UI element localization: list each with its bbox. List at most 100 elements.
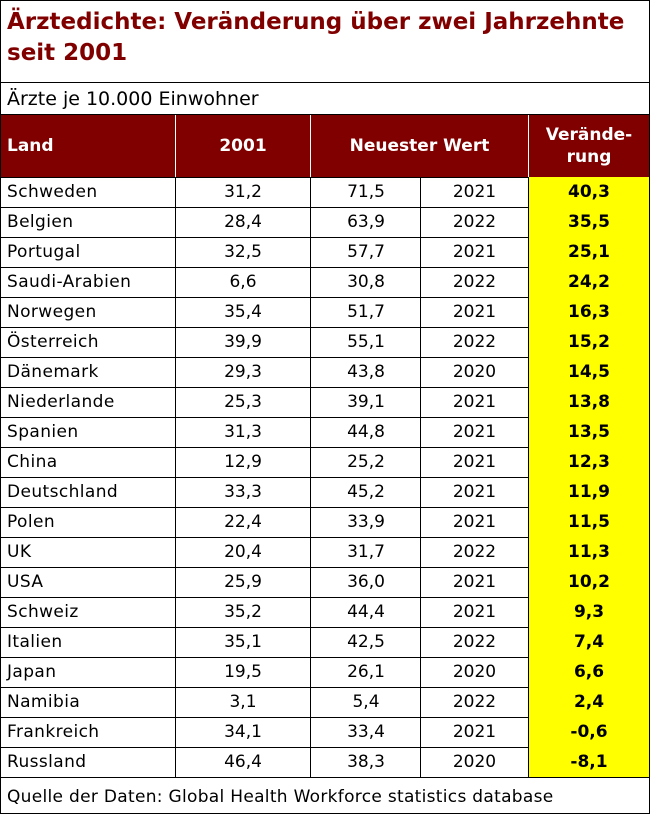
year-cell: 2021 bbox=[452, 572, 497, 592]
latest-value-cell: 57,7 bbox=[347, 242, 385, 262]
latest-value-cell: 33,9 bbox=[347, 512, 385, 532]
change-cell: 7,4 bbox=[529, 627, 649, 657]
change-cell: 13,5 bbox=[529, 417, 649, 447]
latest-value-cell: 51,7 bbox=[347, 302, 385, 322]
year-cell: 2022 bbox=[452, 272, 497, 292]
latest-value-cell: 63,9 bbox=[347, 212, 385, 232]
change-cell: 14,5 bbox=[529, 357, 649, 387]
table-row: Deutschland 33,3 45,2 2021 11,9 bbox=[1, 477, 649, 508]
table-row: Spanien 31,3 44,8 2021 13,5 bbox=[1, 417, 649, 448]
year-cell: 2022 bbox=[452, 332, 497, 352]
value-2001-cell: 25,3 bbox=[224, 392, 262, 412]
table-row: China 12,9 25,2 2021 12,3 bbox=[1, 447, 649, 478]
land-cell: Norwegen bbox=[7, 302, 97, 322]
land-cell: Polen bbox=[7, 512, 56, 532]
year-cell: 2021 bbox=[452, 482, 497, 502]
table-row: Norwegen 35,4 51,7 2021 16,3 bbox=[1, 297, 649, 328]
year-cell: 2021 bbox=[452, 722, 497, 742]
value-2001-cell: 31,2 bbox=[224, 182, 262, 202]
land-cell: Niederlande bbox=[7, 392, 115, 412]
change-cell: 10,2 bbox=[529, 567, 649, 597]
latest-value-cell: 42,5 bbox=[347, 632, 385, 652]
header-divider bbox=[310, 115, 311, 177]
land-cell: Saudi-Arabien bbox=[7, 272, 132, 292]
latest-value-cell: 33,4 bbox=[347, 722, 385, 742]
value-2001-cell: 39,9 bbox=[224, 332, 262, 352]
value-2001-cell: 35,2 bbox=[224, 602, 262, 622]
value-2001-cell: 31,3 bbox=[224, 422, 262, 442]
year-cell: 2022 bbox=[452, 632, 497, 652]
latest-value-cell: 45,2 bbox=[347, 482, 385, 502]
header-2001: 2001 bbox=[219, 136, 267, 156]
year-cell: 2021 bbox=[452, 602, 497, 622]
header-latest: Neuester Wert bbox=[349, 136, 490, 156]
table-row: Namibia 3,1 5,4 2022 2,4 bbox=[1, 687, 649, 718]
table-row: Russland 46,4 38,3 2020 -8,1 bbox=[1, 747, 649, 778]
land-cell: UK bbox=[7, 542, 32, 562]
land-cell: Österreich bbox=[7, 332, 99, 352]
change-cell: 13,8 bbox=[529, 387, 649, 417]
change-cell: 11,3 bbox=[529, 537, 649, 567]
year-cell: 2022 bbox=[452, 692, 497, 712]
column-divider bbox=[420, 177, 421, 777]
latest-value-cell: 5,4 bbox=[352, 692, 380, 712]
year-cell: 2021 bbox=[452, 242, 497, 262]
table-row: Österreich 39,9 55,1 2022 15,2 bbox=[1, 327, 649, 358]
value-2001-cell: 20,4 bbox=[224, 542, 262, 562]
table-row: Schweden 31,2 71,5 2021 40,3 bbox=[1, 177, 649, 208]
land-cell: Schweden bbox=[7, 182, 98, 202]
change-cell: 40,3 bbox=[529, 177, 649, 207]
change-cell: 24,2 bbox=[529, 267, 649, 297]
latest-value-cell: 31,7 bbox=[347, 542, 385, 562]
table-row: Italien 35,1 42,5 2022 7,4 bbox=[1, 627, 649, 658]
table-row: Polen 22,4 33,9 2021 11,5 bbox=[1, 507, 649, 538]
table-header: Land 2001 Neuester Wert Verände- rung bbox=[1, 114, 649, 178]
land-cell: Belgien bbox=[7, 212, 74, 232]
change-cell: 35,5 bbox=[529, 207, 649, 237]
header-land: Land bbox=[7, 136, 54, 156]
source-note: Quelle der Daten: Global Health Workforc… bbox=[7, 787, 554, 807]
latest-value-cell: 55,1 bbox=[347, 332, 385, 352]
value-2001-cell: 34,1 bbox=[224, 722, 262, 742]
value-2001-cell: 46,4 bbox=[224, 752, 262, 772]
latest-value-cell: 30,8 bbox=[347, 272, 385, 292]
year-cell: 2021 bbox=[452, 422, 497, 442]
change-cell: -8,1 bbox=[529, 747, 649, 777]
latest-value-cell: 44,8 bbox=[347, 422, 385, 442]
table-row: Frankreich 34,1 33,4 2021 -0,6 bbox=[1, 717, 649, 748]
year-cell: 2020 bbox=[452, 662, 497, 682]
land-cell: Italien bbox=[7, 632, 63, 652]
value-2001-cell: 35,4 bbox=[224, 302, 262, 322]
year-cell: 2020 bbox=[452, 362, 497, 382]
land-cell: USA bbox=[7, 572, 44, 592]
latest-value-cell: 71,5 bbox=[347, 182, 385, 202]
value-2001-cell: 25,9 bbox=[224, 572, 262, 592]
table-row: Belgien 28,4 63,9 2022 35,5 bbox=[1, 207, 649, 238]
year-cell: 2022 bbox=[452, 542, 497, 562]
table-row: USA 25,9 36,0 2021 10,2 bbox=[1, 567, 649, 598]
value-2001-cell: 29,3 bbox=[224, 362, 262, 382]
land-cell: Spanien bbox=[7, 422, 79, 442]
header-change: Verände- rung bbox=[545, 125, 633, 167]
year-cell: 2021 bbox=[452, 392, 497, 412]
latest-value-cell: 25,2 bbox=[347, 452, 385, 472]
value-2001-cell: 28,4 bbox=[224, 212, 262, 232]
latest-value-cell: 43,8 bbox=[347, 362, 385, 382]
land-cell: Dänemark bbox=[7, 362, 99, 382]
table-row: Dänemark 29,3 43,8 2020 14,5 bbox=[1, 357, 649, 388]
value-2001-cell: 6,6 bbox=[229, 272, 257, 292]
table-row: Japan 19,5 26,1 2020 6,6 bbox=[1, 657, 649, 688]
year-cell: 2021 bbox=[452, 512, 497, 532]
latest-value-cell: 38,3 bbox=[347, 752, 385, 772]
column-divider bbox=[175, 177, 176, 777]
change-cell: 9,3 bbox=[529, 597, 649, 627]
change-cell: -0,6 bbox=[529, 717, 649, 747]
latest-value-cell: 39,1 bbox=[347, 392, 385, 412]
land-cell: Deutschland bbox=[7, 482, 119, 502]
column-divider bbox=[528, 177, 529, 777]
change-cell: 11,5 bbox=[529, 507, 649, 537]
land-cell: Russland bbox=[7, 752, 87, 772]
latest-value-cell: 44,4 bbox=[347, 602, 385, 622]
change-cell: 12,3 bbox=[529, 447, 649, 477]
